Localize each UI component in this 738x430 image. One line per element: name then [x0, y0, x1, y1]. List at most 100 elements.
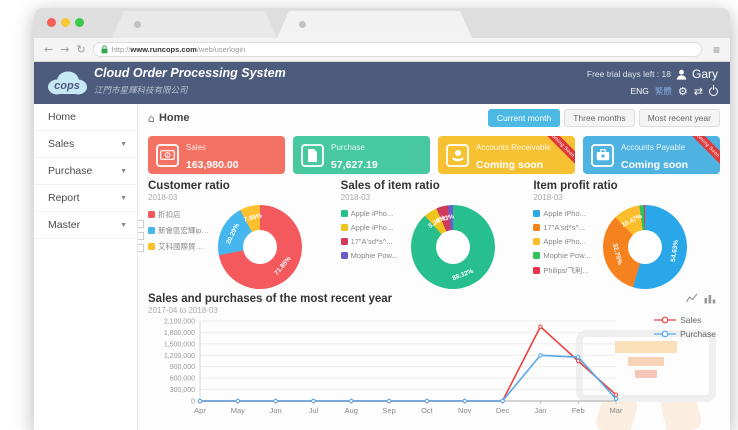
tablet-illustration: [576, 330, 716, 402]
main-content: ⌂ Home Current month Three months Most r…: [138, 104, 730, 430]
sidebar: Home Sales ▼ Purchase ▼ Report ▼ Master ▼: [34, 104, 138, 430]
refresh-icon[interactable]: ↻: [76, 43, 86, 56]
sidebar-item-master[interactable]: Master ▼: [34, 212, 137, 239]
line-chart-title: Sales and purchases of the most recent y…: [148, 293, 393, 305]
pie-legend: Apple iPho... Apple iPho... 17"A'sd*s^... M…: [340, 205, 405, 265]
legend-label: 艾科國際貿易公司: [158, 242, 210, 251]
power-icon[interactable]: [709, 84, 718, 96]
browser-navbar: ← → ↻ http://www.runcops.com/web/userlog…: [34, 38, 730, 62]
back-icon[interactable]: ←: [44, 43, 54, 56]
coming-soon-ribbon: Coming Soon: [683, 136, 720, 169]
padlock-icon: [101, 45, 108, 54]
slice-percent-label: 54.63%: [669, 239, 680, 263]
slice-percent-label: 88.32%: [451, 267, 475, 282]
svg-text:May: May: [231, 406, 245, 415]
legend-label: 折扣店: [158, 210, 181, 219]
chevron-down-icon: ▼: [120, 140, 127, 148]
panel-period: 2018-03: [533, 193, 563, 202]
range-button-most-recent-year[interactable]: Most recent year: [638, 109, 720, 127]
legend-swatch: [533, 252, 541, 259]
legend-label: 新會區宏輝iphon...: [158, 226, 210, 235]
sales-purchases-line-panel: Sales and purchases of the most recent y…: [148, 293, 720, 424]
legend-label: Mophie Pow...: [543, 251, 591, 260]
legend-item[interactable]: Apple iPho...: [340, 223, 405, 232]
legend-item[interactable]: Mophie Pow...: [533, 251, 597, 260]
slice-percent-label: 20.29%: [225, 222, 242, 246]
chevron-down-icon: ▼: [120, 221, 127, 229]
gear-icon[interactable]: ⚙: [677, 84, 688, 98]
stat-card-accounts-payable[interactable]: Accounts Payable Coming soon Coming Soon: [583, 136, 720, 174]
pie-legend: Apple iPho... 17"A'sd*s^... Apple iPho... M…: [533, 205, 597, 281]
lang-traditional-chinese[interactable]: 繁體: [654, 86, 672, 96]
stat-card-purchase[interactable]: Purchase 57,627.19: [293, 136, 430, 174]
customer-ratio-panel: Customer ratio 2018-03 折扣店新會區宏輝iphon... 艾…: [148, 180, 335, 289]
svg-text:1,500,000: 1,500,000: [164, 341, 195, 348]
legend-item[interactable]: Apple iPho...: [533, 209, 597, 218]
sidebar-item-home[interactable]: Home: [34, 104, 137, 131]
chevron-down-icon: ▼: [120, 194, 127, 202]
legend-item[interactable]: 17"A'sd*s^...: [533, 223, 597, 232]
breadcrumb[interactable]: Home: [158, 112, 190, 124]
svg-text:Sep: Sep: [382, 406, 395, 415]
legend-swatch: [340, 238, 348, 245]
legend-label: Philips/飞利...: [543, 266, 589, 275]
browser-tab-active[interactable]: [277, 11, 472, 38]
range-button-current-month[interactable]: Current month: [487, 109, 561, 127]
hand-coin-icon: [446, 143, 469, 167]
legend-swatch: [340, 252, 348, 259]
legend-item[interactable]: 折扣店: [148, 209, 212, 220]
stat-card-accounts-receivable[interactable]: Accounts Receivable Coming soon Coming So…: [438, 136, 575, 174]
maximize-window-button[interactable]: [75, 18, 84, 27]
favicon: [134, 21, 141, 28]
svg-text:900,000: 900,000: [170, 364, 195, 371]
url-input[interactable]: http://www.runcops.com/web/userlogin: [92, 42, 702, 57]
legend-item[interactable]: 新會區宏輝iphon...: [148, 225, 212, 236]
forward-icon[interactable]: →: [60, 43, 70, 56]
legend-item[interactable]: Philips/飞利...: [533, 265, 597, 276]
minimize-window-button[interactable]: [61, 18, 70, 27]
purchase-line: [200, 354, 617, 402]
svg-text:Oct: Oct: [421, 406, 434, 415]
line-chart-period: 2017-04 to 2018-03: [148, 306, 218, 315]
username[interactable]: Gary: [691, 67, 718, 81]
close-window-button[interactable]: [47, 18, 56, 27]
browser-tab-strip: [34, 8, 730, 38]
app-title: Cloud Order Processing System: [94, 66, 286, 80]
stat-card-sales[interactable]: 1 Sales 163,980.00: [148, 136, 285, 174]
legend-sales[interactable]: Sales: [654, 315, 716, 325]
legend-purchase[interactable]: Purchase: [654, 329, 716, 339]
lang-eng[interactable]: ENG: [630, 86, 649, 96]
panel-period: 2018-03: [148, 193, 178, 202]
legend-item[interactable]: 艾科國際貿易公司: [148, 241, 212, 252]
item-profit-ratio-panel: Item profit ratio 2018-03 Apple iPho... 1…: [533, 180, 720, 289]
switch-icon[interactable]: ⇄: [693, 84, 703, 98]
legend-label: Apple iPho...: [543, 209, 586, 218]
panel-title: Sales of item ratio: [340, 180, 440, 192]
slice-percent-label: 32.75%: [610, 242, 623, 266]
customer-ratio-donut: 71.85% 20.29% 7.86%: [218, 205, 302, 289]
svg-text:1: 1: [166, 153, 169, 158]
legend-item[interactable]: Mophie Pow...: [340, 251, 405, 260]
legend-swatch: [533, 224, 541, 231]
chart-toolbox[interactable]: [138, 220, 144, 256]
svg-text:300,000: 300,000: [170, 387, 195, 394]
document-icon: [301, 143, 324, 167]
bar-view-toggle-icon[interactable]: [704, 293, 716, 304]
legend-swatch: [340, 224, 348, 231]
sales-item-ratio-donut: 88.32% 5.20% 4.43%: [410, 205, 495, 289]
line-view-toggle-icon[interactable]: [686, 293, 698, 304]
line-chart: 0 300,000 600,000 900,000 1,200,000 1,500,000…: [164, 319, 623, 416]
sidebar-item-sales[interactable]: Sales ▼: [34, 131, 137, 158]
range-button-three-months[interactable]: Three months: [564, 109, 635, 127]
legend-item[interactable]: 17"A'sd*s^...: [340, 237, 405, 246]
svg-text:1,200,000: 1,200,000: [164, 353, 195, 360]
legend-item[interactable]: Apple iPho...: [533, 237, 597, 246]
legend-item[interactable]: Apple iPho...: [340, 209, 405, 218]
sidebar-item-report[interactable]: Report ▼: [34, 185, 137, 212]
item-profit-ratio-donut: 54.63% 32.75% 10.47%: [603, 205, 688, 289]
user-icon: [676, 69, 687, 80]
legend-swatch: [148, 211, 155, 218]
sidebar-item-purchase[interactable]: Purchase ▼: [34, 158, 137, 185]
panel-title: Item profit ratio: [533, 180, 618, 192]
menu-icon[interactable]: ≡: [712, 42, 720, 57]
